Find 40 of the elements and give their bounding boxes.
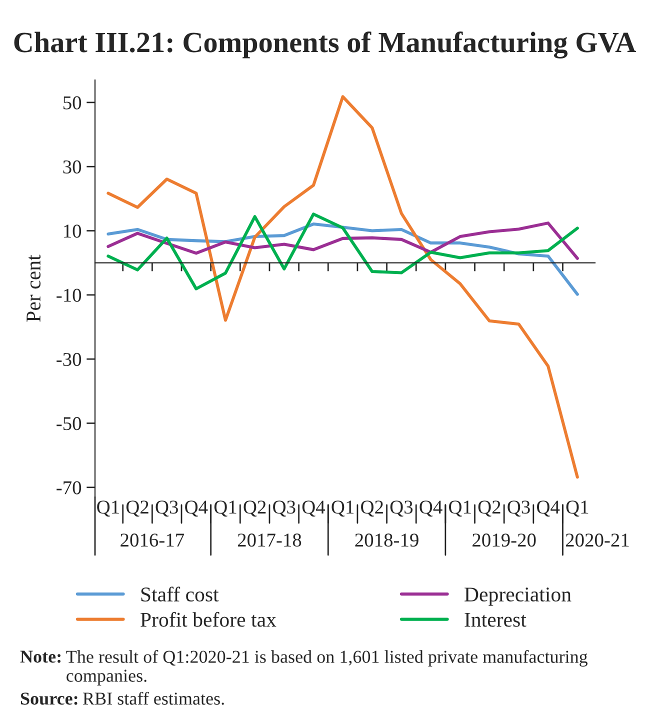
text: 2019-20 [472, 534, 536, 547]
y-axis-title: Per cent [26, 254, 41, 322]
x-tick-label: Q4 [185, 500, 208, 517]
text: 2016-17 [120, 534, 184, 547]
text: 2017-18 [238, 534, 302, 547]
x-tick-label: Q1 [214, 500, 236, 517]
y-tick-label: 10 [64, 224, 82, 238]
y-tick-label: 50 [63, 96, 82, 110]
x-tick-label: Q3 [156, 500, 178, 517]
x-tick-label: Q1 [332, 500, 354, 517]
legend-label: Staff cost [141, 586, 219, 602]
x-tick-label: Q4 [302, 500, 326, 517]
y-tick-label: 30 [63, 160, 82, 174]
x-tick-label: Q1 [566, 500, 588, 517]
line-series [106, 95, 579, 479]
x-tick-label: Q4 [420, 500, 442, 517]
source-note: Source: RBI staff estimates. [20, 692, 224, 705]
chart-title: Chart III.21: Components of Manufacturing GVA [14, 32, 636, 58]
y-tick-label: -70 [56, 481, 82, 494]
line-series [106, 222, 579, 260]
x-tick-label: Q2 [126, 500, 148, 517]
text: 2018-19 [355, 534, 418, 547]
x-tick-label: Q3 [390, 500, 413, 517]
y-tick-label: -10 [56, 288, 82, 302]
legend-label: Interest [464, 612, 526, 627]
legend-label: Profit before tax [140, 612, 276, 627]
x-tick-label: Q1 [449, 500, 471, 517]
legend-label: Depreciation [464, 588, 572, 606]
y-tick-label: -30 [56, 352, 82, 366]
x-tick-label: Q4 [536, 500, 560, 517]
x-tick-label: Q3 [273, 500, 296, 517]
text: 2020-21 [566, 534, 629, 547]
text: Note: The result of Q1:2020-21 is based on 1,601 listed private manufacturing companies. [20, 650, 588, 686]
x-tick-label: Q3 [508, 500, 530, 517]
y-tick-label: -50 [56, 417, 82, 430]
x-tick-label: Q2 [244, 500, 266, 517]
x-tick-label: Q2 [361, 500, 383, 517]
x-tick-label: Q2 [478, 500, 500, 517]
x-tick-label: Q1 [97, 500, 119, 517]
line-series [106, 212, 579, 290]
